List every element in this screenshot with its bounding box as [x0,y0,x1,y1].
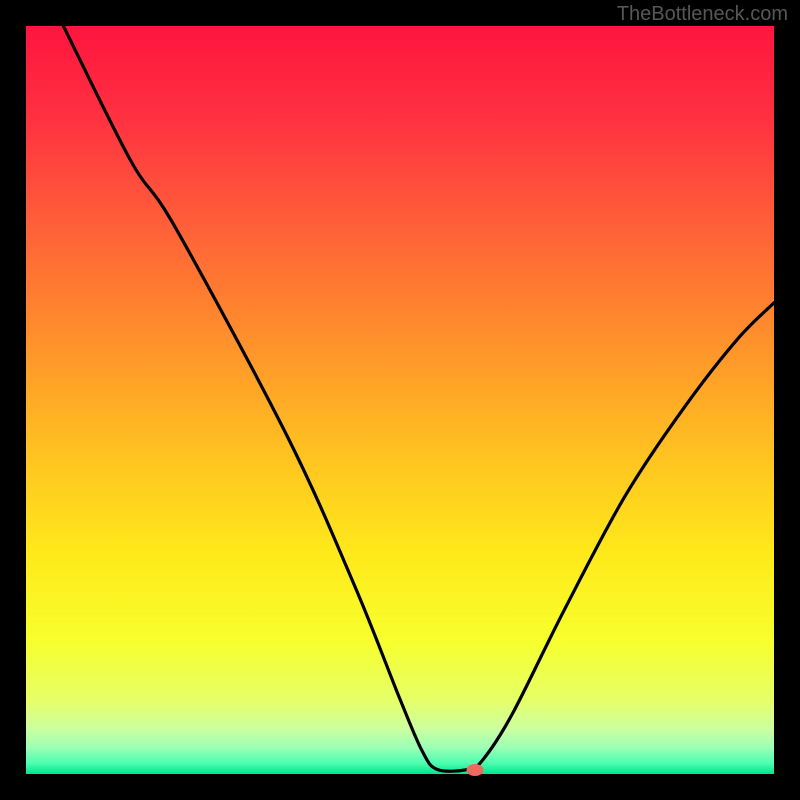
optimum-marker [466,764,483,776]
chart-frame: TheBottleneck.com [0,0,800,800]
plot-area [26,26,774,774]
watermark-text: TheBottleneck.com [617,3,788,26]
bottleneck-curve [26,26,774,774]
